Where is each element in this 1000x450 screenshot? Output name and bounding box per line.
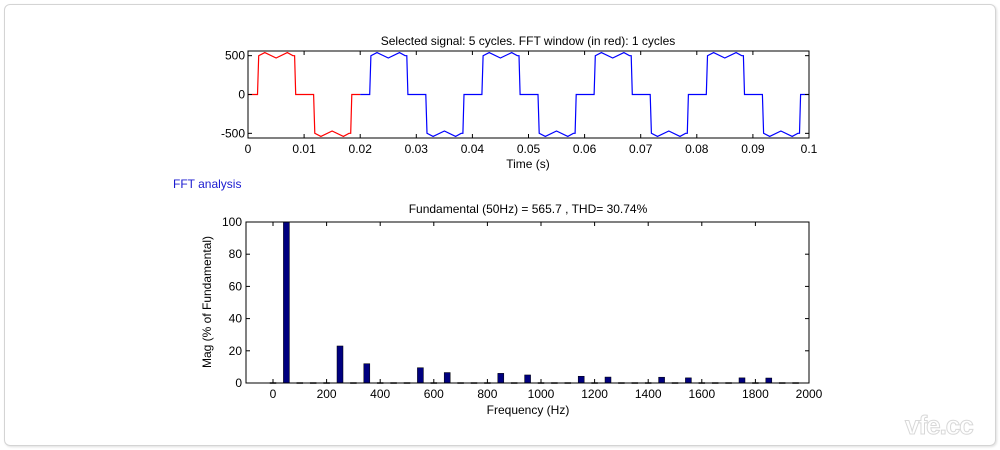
bar-550hz (417, 367, 424, 384)
y-tick-label: 100 (222, 215, 242, 229)
bar-1750hz (738, 377, 746, 384)
x-tick-label: 400 (370, 387, 390, 401)
fft-plot: Fundamental (50Hz) = 565.7 , THD= 30.74%… (200, 202, 823, 417)
bar-650hz (443, 372, 451, 384)
x-tick-label: 0.09 (741, 142, 765, 156)
bar-950hz (524, 374, 531, 384)
x-tick-label: 800 (477, 387, 497, 401)
image-frame (4, 4, 996, 446)
y-tick-label: 0 (235, 376, 242, 390)
bar-1250hz (604, 376, 612, 384)
signal-plot: Selected signal: 5 cycles. FFT window (i… (221, 34, 818, 171)
watermark-logo: vfe.cc (905, 410, 975, 441)
y-tick-label: 60 (229, 279, 243, 293)
signal-line-rest (360, 51, 809, 138)
x-tick-label: 0 (245, 142, 252, 156)
fft-analysis-label[interactable]: FFT analysis (173, 177, 242, 191)
fft-axes-box (245, 221, 810, 384)
x-tick-label: 0.1 (801, 142, 818, 156)
fft-x-label: Frequency (Hz) (487, 403, 570, 417)
y-tick-label: 500 (225, 49, 245, 63)
bar-1850hz (765, 377, 773, 384)
signal-x-label: Time (s) (506, 157, 550, 171)
bar-1450hz (658, 376, 665, 384)
x-tick-label: 0.01 (292, 142, 316, 156)
x-tick-label: 1200 (581, 387, 608, 401)
x-tick-label: 1400 (635, 387, 662, 401)
x-tick-label: 0.06 (573, 142, 597, 156)
bar-350hz (363, 363, 371, 384)
fft-y-label: Mag (% of Fundamental) (200, 236, 214, 368)
x-tick-label: 200 (317, 387, 337, 401)
x-tick-label: 1800 (742, 387, 769, 401)
y-tick-label: -500 (221, 126, 245, 140)
signal-plot-title: Selected signal: 5 cycles. FFT window (i… (381, 34, 676, 48)
x-tick-label: 0.03 (405, 142, 429, 156)
bar-250hz (336, 345, 344, 384)
x-tick-label: 1600 (688, 387, 715, 401)
bar-1550hz (685, 377, 692, 384)
fft-plot-title: Fundamental (50Hz) = 565.7 , THD= 30.74% (409, 202, 648, 216)
x-tick-label: 0.05 (517, 142, 541, 156)
y-tick-label: 0 (238, 88, 245, 102)
y-tick-label: 40 (229, 312, 243, 326)
y-tick-label: 20 (229, 344, 243, 358)
x-tick-label: 1000 (528, 387, 555, 401)
x-tick-label: 0.04 (461, 142, 485, 156)
x-tick-label: 2000 (796, 387, 823, 401)
signal-line-fft-window (248, 51, 361, 138)
bar-850hz (497, 373, 505, 384)
y-tick-label: 80 (229, 247, 243, 261)
x-tick-label: 0 (270, 387, 277, 401)
x-tick-label: 0.07 (629, 142, 653, 156)
bar-50hz (283, 221, 290, 384)
x-tick-label: 0.02 (349, 142, 373, 156)
x-tick-label: 0.08 (685, 142, 709, 156)
bar-1150hz (577, 375, 585, 384)
x-tick-label: 600 (424, 387, 444, 401)
